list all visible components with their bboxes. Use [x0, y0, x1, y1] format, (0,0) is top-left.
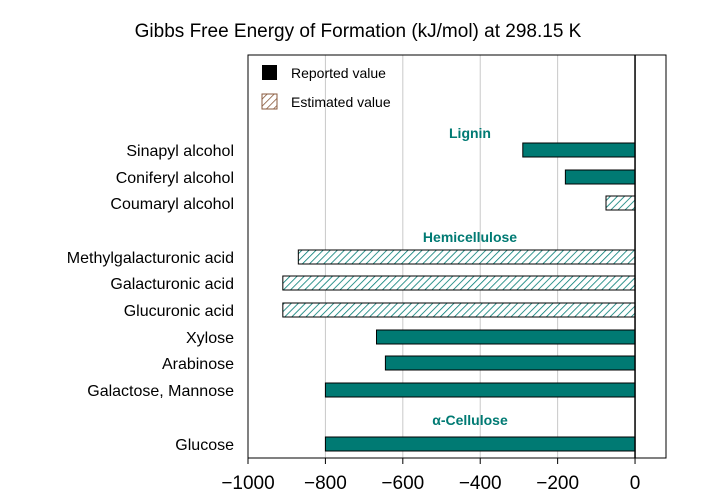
bar-layer — [282, 142, 636, 452]
group-label-hemicellulose: Hemicellulose — [423, 229, 517, 245]
category-label-coniferyl-alcohol: Coniferyl alcohol — [116, 170, 234, 187]
bar-galacturonic-acid — [282, 275, 636, 291]
legend-swatch-reported — [262, 65, 277, 80]
category-label-galacturonic-acid: Galacturonic acid — [110, 276, 234, 293]
group-label-lignin: Lignin — [449, 125, 491, 141]
x-tick-label: −600 — [381, 473, 424, 494]
category-label-methylgalacturonic-acid: Methylgalacturonic acid — [67, 250, 234, 267]
bar-xylose — [375, 329, 636, 345]
x-tick-label: −800 — [304, 473, 347, 494]
category-label-glucose: Glucose — [175, 437, 234, 454]
category-label-sinapyl-alcohol: Sinapyl alcohol — [126, 143, 234, 160]
category-label-galactose-mannose: Galactose, Mannose — [87, 383, 234, 400]
bar-glucuronic-acid — [282, 302, 636, 318]
x-tick-label: −200 — [536, 473, 579, 494]
category-label-xylose: Xylose — [186, 330, 234, 347]
bar-coumaryl-alcohol — [605, 195, 636, 211]
category-label-arabinose: Arabinose — [162, 356, 234, 373]
bar-sinapyl-alcohol — [522, 142, 636, 158]
bar-methylgalacturonic-acid — [297, 249, 636, 265]
axis-layer: −1000 −800 −600 −400 −200 0 — [221, 54, 667, 494]
bar-galactose-mannose — [324, 382, 636, 398]
label-layer: Lignin Sinapyl alcohol Coniferyl alcohol Co… — [67, 125, 517, 454]
bar-arabinose — [384, 355, 636, 371]
legend: Reported value Estimated value — [261, 65, 391, 110]
x-tick-label: −1000 — [221, 473, 274, 494]
legend-label-estimated: Estimated value — [291, 94, 391, 110]
category-label-coumaryl-alcohol: Coumaryl alcohol — [110, 196, 234, 213]
bar-coniferyl-alcohol — [564, 169, 636, 185]
x-tick-label: 0 — [630, 473, 641, 494]
plot-frame — [247, 54, 667, 459]
chart-title: Gibbs Free Energy of Formation (kJ/mol) … — [135, 21, 582, 42]
group-label-cellulose: α-Cellulose — [432, 412, 508, 428]
x-tick-label: −400 — [459, 473, 502, 494]
legend-label-reported: Reported value — [291, 65, 386, 81]
legend-swatch-estimated — [261, 93, 278, 110]
category-label-glucuronic-acid: Glucuronic acid — [124, 303, 234, 320]
bar-glucose — [324, 436, 636, 452]
